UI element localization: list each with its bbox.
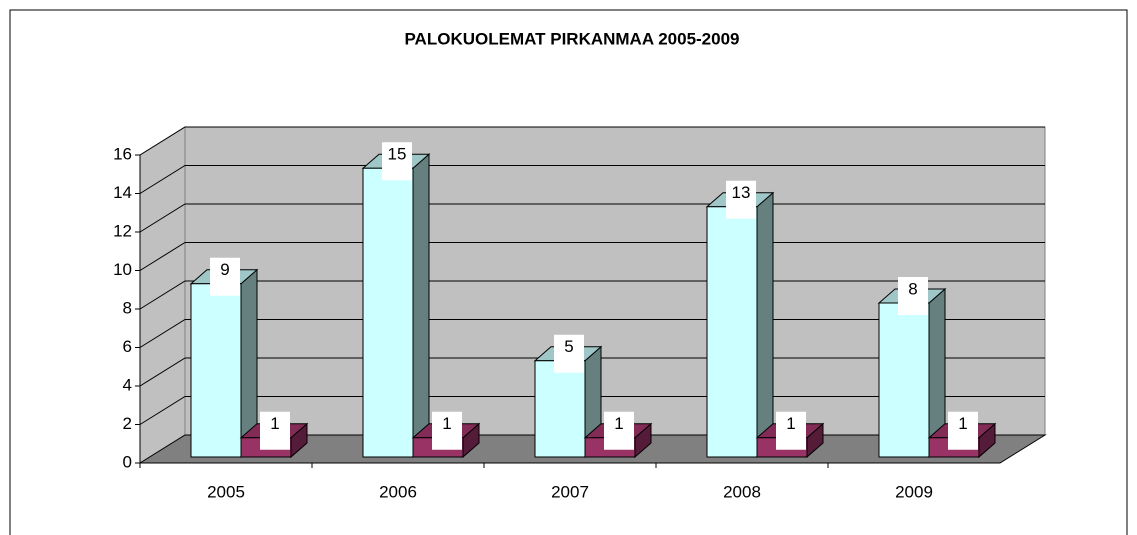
data-label: 1 bbox=[442, 414, 451, 433]
y-tick-label: 8 bbox=[123, 298, 132, 317]
data-label: 1 bbox=[614, 414, 623, 433]
data-label-box bbox=[432, 411, 462, 450]
x-tick-label: 2005 bbox=[207, 482, 245, 501]
data-label-box bbox=[260, 411, 290, 450]
data-label: 15 bbox=[388, 145, 407, 164]
data-label: 1 bbox=[786, 414, 795, 433]
bar bbox=[706, 206, 758, 458]
bar bbox=[878, 302, 930, 458]
grid-line bbox=[139, 165, 1045, 194]
data-label-box bbox=[554, 334, 584, 373]
y-tick-label: 16 bbox=[113, 144, 132, 163]
data-label-box bbox=[604, 411, 634, 450]
data-label-box bbox=[726, 180, 756, 219]
x-tick-label: 2009 bbox=[895, 482, 933, 501]
data-label-box bbox=[382, 142, 412, 181]
chart-frame bbox=[9, 9, 1128, 535]
y-tick-label: 12 bbox=[113, 221, 132, 240]
y-tick-label: 10 bbox=[113, 260, 132, 279]
data-label-box bbox=[776, 411, 806, 450]
data-label: 1 bbox=[270, 414, 279, 433]
bar bbox=[534, 360, 586, 458]
x-tick-label: 2007 bbox=[551, 482, 589, 501]
grid-line bbox=[139, 126, 1045, 156]
bar-side bbox=[756, 191, 774, 459]
y-tick-label: 2 bbox=[123, 414, 132, 433]
data-label: 8 bbox=[908, 279, 917, 298]
bar bbox=[190, 283, 242, 458]
x-tick-label: 2008 bbox=[723, 482, 761, 501]
data-label: 1 bbox=[958, 414, 967, 433]
bar bbox=[362, 167, 414, 458]
bar-side bbox=[412, 153, 430, 459]
data-label: 5 bbox=[564, 337, 573, 356]
data-label: 13 bbox=[732, 183, 751, 202]
x-tick-label: 2006 bbox=[379, 482, 417, 501]
data-label: 9 bbox=[220, 260, 229, 279]
data-label-box bbox=[210, 257, 240, 296]
y-tick-label: 0 bbox=[123, 452, 132, 471]
y-tick-label: 4 bbox=[123, 375, 132, 394]
y-tick-label: 6 bbox=[123, 337, 132, 356]
chart-title: PALOKUOLEMAT PIRKANMAA 2005-2009 bbox=[404, 29, 739, 48]
y-tick-label: 14 bbox=[113, 183, 132, 202]
data-label-box bbox=[948, 411, 978, 450]
data-label-box bbox=[898, 277, 928, 315]
